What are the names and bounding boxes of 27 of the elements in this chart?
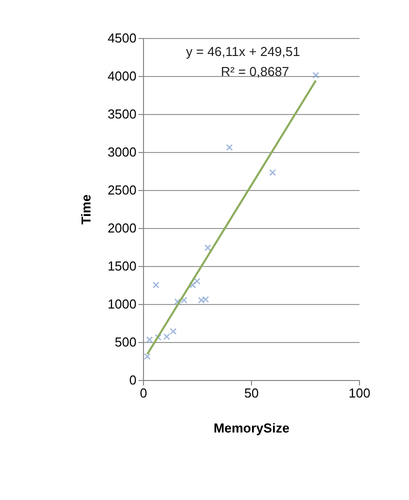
point (146, 336, 153, 344)
y-tick-label: 3500 (108, 106, 136, 122)
y-tick-label: 2000 (108, 220, 136, 236)
y-tick-label: 4500 (108, 30, 136, 46)
point (204, 244, 212, 252)
y-tick-label: 4000 (108, 68, 136, 84)
y-tick-label: 3000 (108, 144, 136, 160)
point (189, 282, 196, 288)
y-tick-label: 0 (129, 372, 136, 388)
annotation: R² = 0,8687 (220, 64, 290, 79)
point (312, 72, 320, 79)
x-tick-label: 100 (348, 386, 370, 400)
point (144, 353, 151, 360)
point (152, 282, 160, 288)
annotation: y = 46,11x + 249,51 (186, 44, 300, 59)
point (269, 169, 276, 176)
x-tick-label: 0 (140, 386, 148, 400)
y-axis-title: Time (78, 194, 94, 225)
y-tick-label: 500 (114, 334, 136, 350)
y-tick-label: 2500 (108, 182, 136, 198)
x-axis-title: MemorySize (214, 420, 290, 436)
point (194, 278, 200, 285)
point (170, 328, 177, 335)
y-tick-label: 1500 (108, 258, 136, 274)
x-tick-label: 50 (244, 386, 259, 400)
point (226, 144, 233, 151)
y-tick-label: 1000 (108, 296, 136, 312)
